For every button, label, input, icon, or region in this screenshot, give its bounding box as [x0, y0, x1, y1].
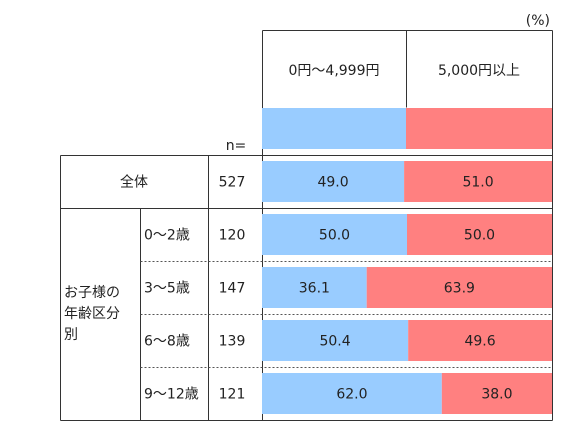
row-dividers: [140, 261, 553, 368]
bar-segment: [262, 320, 409, 361]
bar-segment: [404, 161, 552, 202]
row-n: 120: [219, 228, 246, 244]
chart-rows: 全体 527 49.0 51.0 0～2歳 120 50.0 50.0 3～5歳 147 36.1 6…: [120, 161, 552, 414]
bar-segment: [366, 267, 552, 308]
row-label: 6～8歳: [144, 334, 190, 350]
group-label-line-3: 別: [64, 327, 78, 343]
chart-row: 9～12歳 121 62.0 38.0: [144, 373, 552, 414]
legend-label-2: 5,000円以上: [438, 63, 520, 79]
data-label: 50.0: [319, 228, 350, 244]
row-n: 527: [219, 175, 246, 191]
legend-label-1: 0円～4,999円: [289, 63, 380, 79]
bar-segment: [262, 373, 442, 414]
chart-row: 6～8歳 139 50.4 49.6: [144, 320, 552, 361]
legend: 0円～4,999円 5,000円以上: [262, 63, 552, 149]
row-label: 全体: [120, 174, 148, 191]
row-label: 9～12歳: [144, 387, 199, 403]
chart-row: 0～2歳 120 50.0 50.0: [144, 214, 552, 255]
bar-segment: [408, 320, 552, 361]
bar-segment: [407, 214, 552, 255]
group-label-line-2: 年齢区分: [64, 306, 120, 322]
data-label: 36.1: [299, 281, 330, 297]
data-label: 50.0: [464, 228, 495, 244]
group-label-line-1: お子様の: [64, 285, 120, 301]
bar-segment: [262, 267, 367, 308]
row-label: 3～5歳: [144, 281, 190, 297]
unit-label: (%): [526, 13, 550, 29]
row-n: 147: [219, 281, 246, 297]
n-label: n=: [226, 138, 247, 154]
data-label: 38.0: [481, 387, 512, 403]
row-label: 0～2歳: [144, 228, 190, 244]
data-label: 63.9: [444, 281, 475, 297]
group-label: お子様の 年齢区分 別: [64, 285, 124, 343]
data-label: 50.4: [319, 334, 350, 350]
row-n: 121: [219, 387, 246, 403]
data-label: 49.0: [317, 175, 348, 191]
chart-row: 3～5歳 147 36.1 63.9: [144, 267, 552, 308]
bar-segment: [262, 161, 405, 202]
data-label: 51.0: [462, 175, 493, 191]
data-label: 62.0: [336, 387, 367, 403]
row-n: 139: [219, 334, 246, 350]
table-frame: [60, 30, 553, 421]
legend-swatch-2: [406, 108, 552, 149]
data-label: 49.6: [464, 334, 495, 350]
chart-row: 全体 527 49.0 51.0: [120, 161, 552, 202]
legend-swatch-1: [262, 108, 406, 149]
bar-segment: [262, 214, 407, 255]
bar-segment: [441, 373, 552, 414]
